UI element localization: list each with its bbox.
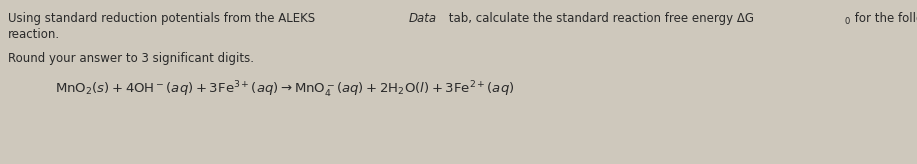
Text: Using standard reduction potentials from the ALEKS: Using standard reduction potentials from…: [8, 12, 319, 25]
Text: 0: 0: [845, 17, 849, 25]
Text: Data: Data: [409, 12, 437, 25]
Text: Round your answer to 3 significant digits.: Round your answer to 3 significant digit…: [8, 52, 254, 65]
Text: reaction.: reaction.: [8, 28, 61, 41]
Text: for the following redox: for the following redox: [851, 12, 917, 25]
Text: $\mathrm{MnO_2(\mathit{s})+4OH^-(\mathit{aq})+3Fe^{3+}(\mathit{aq})\rightarrow M: $\mathrm{MnO_2(\mathit{s})+4OH^-(\mathit…: [55, 80, 514, 100]
Text: tab, calculate the standard reaction free energy ΔG: tab, calculate the standard reaction fre…: [446, 12, 755, 25]
